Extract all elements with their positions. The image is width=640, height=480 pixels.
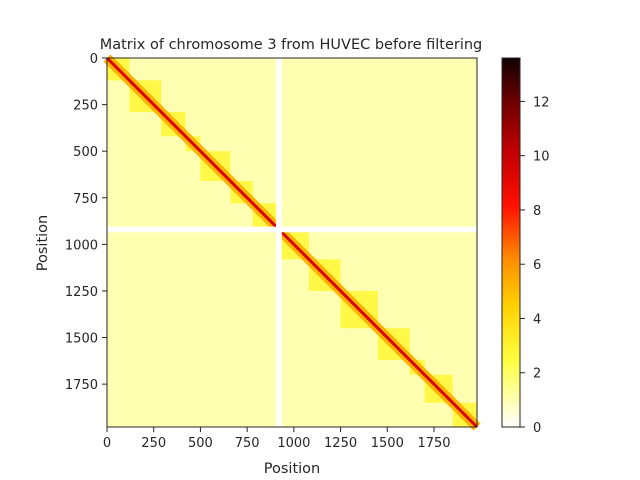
- colorbar-tick-label: 2: [533, 367, 541, 382]
- y-tick-label: 0: [90, 52, 98, 67]
- colorbar-ticks: 0 2 4 6 8 10 12: [520, 95, 550, 436]
- x-tick-label: 1500: [371, 436, 404, 451]
- colorbar-tick-label: 0: [533, 421, 541, 436]
- x-tick-label: 1250: [324, 436, 357, 451]
- x-tick-label: 500: [188, 436, 213, 451]
- gap-horizontal: [107, 226, 477, 233]
- x-tick-label: 1750: [417, 436, 450, 451]
- y-tick-label: 1000: [65, 238, 98, 253]
- diagonal-band: [103, 54, 481, 431]
- colorbar: 0 2 4 6 8 10 12: [501, 57, 550, 436]
- y-tick-label: 250: [73, 99, 98, 114]
- diagonal-line: [280, 231, 479, 429]
- y-tick-label: 750: [73, 192, 98, 207]
- y-tick-label: 1500: [65, 332, 98, 347]
- y-axis-label: Position: [35, 215, 51, 271]
- x-tick-label: 0: [103, 436, 111, 451]
- x-axis-label: Position: [264, 461, 320, 477]
- colorbar-gradient: [501, 57, 521, 428]
- colorbar-tick-label: 10: [533, 150, 550, 165]
- chart-title: Matrix of chromosome 3 from HUVEC before…: [100, 37, 483, 53]
- plot-frame: [106, 57, 478, 428]
- filtered-gap: [107, 58, 477, 427]
- x-tick-label: 250: [141, 436, 166, 451]
- colorbar-tick-label: 12: [533, 95, 550, 110]
- y-tick-label: 1750: [65, 378, 98, 393]
- colorbar-tick-label: 4: [533, 312, 541, 327]
- x-tick-label: 1000: [277, 436, 310, 451]
- x-axis: 0 250 500 750 1000 1250 1500 1750: [103, 427, 451, 451]
- colorbar-tick-label: 6: [533, 258, 541, 273]
- y-tick-label: 1250: [65, 285, 98, 300]
- diagonal-line: [105, 56, 278, 228]
- gap-vertical: [276, 58, 282, 427]
- y-tick-label: 500: [73, 145, 98, 160]
- y-axis: 0 250 500 750 1000 1250 1500 1750: [65, 52, 107, 393]
- x-tick-label: 750: [235, 436, 260, 451]
- colorbar-tick-label: 8: [533, 204, 541, 219]
- heatmap: [103, 54, 481, 431]
